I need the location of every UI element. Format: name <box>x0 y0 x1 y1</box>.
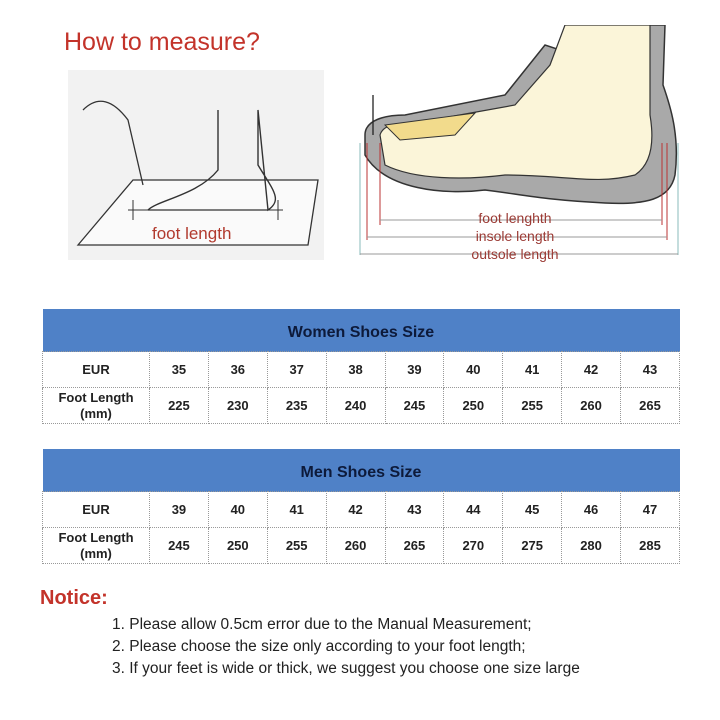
size-cell: 40 <box>443 351 504 388</box>
size-cell: 37 <box>266 351 327 388</box>
notice-line: 3. If your feet is wide or thick, we sug… <box>112 660 580 677</box>
table-row: Foot Length (mm) 225 230 235 240 245 250 255 260… <box>42 387 680 424</box>
foot-drawing-icon <box>76 100 319 246</box>
size-cell: 245 <box>149 527 209 564</box>
size-cell: 38 <box>325 351 386 388</box>
women-size-table: Women Shoes Size EUR 35 36 37 38 39 40 41 42 43 F… <box>42 309 680 424</box>
size-cell: 44 <box>443 491 504 528</box>
row-label: EUR <box>42 351 150 388</box>
insole-length-label: insole length <box>475 228 555 244</box>
size-cell: 46 <box>561 491 621 528</box>
notice-line: 2. Please choose the size only according… <box>112 638 526 655</box>
size-cell: 36 <box>207 351 268 388</box>
row-label: EUR <box>42 491 150 528</box>
size-cell: 280 <box>561 527 621 564</box>
size-cell: 265 <box>620 387 680 424</box>
size-cell: 235 <box>266 387 327 424</box>
size-cell: 240 <box>325 387 386 424</box>
size-cell: 250 <box>443 387 504 424</box>
outsole-length-label: outsole length <box>471 246 559 262</box>
size-cell: 225 <box>149 387 209 424</box>
size-cell: 39 <box>149 491 209 528</box>
size-cell: 39 <box>384 351 445 388</box>
page-title: How to measure? <box>64 28 260 56</box>
men-size-table: Men Shoes Size EUR 39 40 41 42 43 44 45 46 47 Foo… <box>42 449 680 564</box>
size-cell: 42 <box>561 351 621 388</box>
size-cell: 230 <box>207 387 268 424</box>
table-row: Foot Length (mm) 245 250 255 260 265 270 275 280… <box>42 527 680 564</box>
notice-line: 1. Please allow 0.5cm error due to the M… <box>112 616 532 633</box>
size-cell: 40 <box>207 491 268 528</box>
table-row: EUR 39 40 41 42 43 44 45 46 47 <box>42 491 680 528</box>
shoe-cross-section-illustration: foot lenghth insole length outsole lengt… <box>345 24 685 270</box>
size-cell: 250 <box>207 527 268 564</box>
size-cell: 47 <box>620 491 680 528</box>
size-cell: 45 <box>502 491 563 528</box>
size-cell: 43 <box>384 491 445 528</box>
size-cell: 265 <box>384 527 445 564</box>
size-cell: 41 <box>502 351 563 388</box>
size-cell: 41 <box>266 491 327 528</box>
size-cell: 245 <box>384 387 445 424</box>
size-cell: 255 <box>502 387 563 424</box>
size-cell: 43 <box>620 351 680 388</box>
size-cell: 285 <box>620 527 680 564</box>
notice-heading: Notice: <box>40 587 108 609</box>
size-cell: 260 <box>561 387 621 424</box>
shoe-drawing-icon <box>359 24 679 255</box>
foot-measure-illustration: foot length <box>68 70 324 260</box>
row-label: Foot Length (mm) <box>42 527 150 564</box>
table-title: Men Shoes Size <box>42 449 680 492</box>
foot-length-label: foot lenghth <box>478 210 552 226</box>
size-cell: 255 <box>266 527 327 564</box>
row-label: Foot Length (mm) <box>42 387 150 424</box>
size-cell: 275 <box>502 527 563 564</box>
size-cell: 260 <box>325 527 386 564</box>
foot-length-label: foot length <box>152 224 232 243</box>
table-row: EUR 35 36 37 38 39 40 41 42 43 <box>42 351 680 388</box>
size-cell: 35 <box>149 351 209 388</box>
size-cell: 270 <box>443 527 504 564</box>
table-title: Women Shoes Size <box>42 309 680 352</box>
size-cell: 42 <box>325 491 386 528</box>
